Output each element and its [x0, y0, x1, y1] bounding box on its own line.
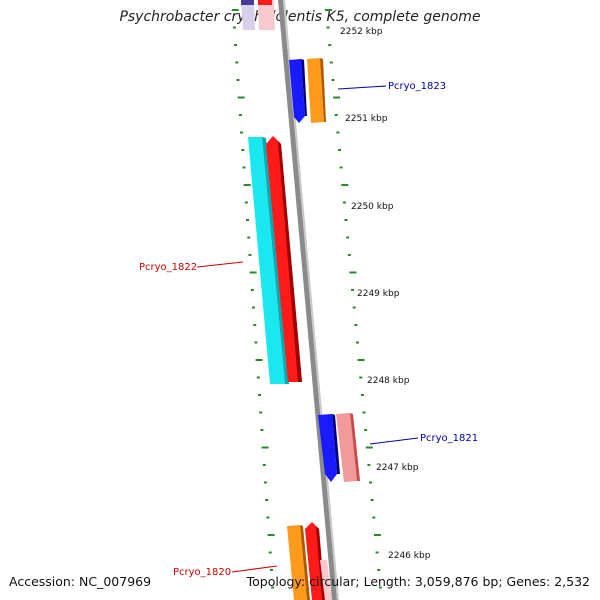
kbp-label: 2248 kbp — [367, 376, 410, 386]
feature-cyan-1822 — [248, 137, 289, 384]
feature-orange-1820 — [287, 525, 310, 600]
gene-label-1821: Pcryo_1821 — [420, 433, 478, 444]
leader-line-1821 — [369, 437, 419, 445]
feature-pink-1821 — [336, 413, 360, 482]
leader-line-1823 — [337, 85, 387, 90]
feature-red-1822 — [266, 136, 302, 382]
kbp-label: 2250 kbp — [351, 202, 394, 212]
leader-line-1820 — [231, 565, 278, 573]
kbp-label: 2251 kbp — [345, 114, 388, 124]
genome-summary: Topology: circular; Length: 3,059,876 bp… — [246, 574, 590, 589]
accession-text: Accession: NC_007969 — [9, 574, 152, 589]
map-title: Psychrobacter cryohalolentis K5, complet… — [119, 9, 481, 25]
feature-red-1820 — [305, 522, 332, 600]
kbp-label: 2249 kbp — [357, 289, 400, 299]
kbp-label: 2246 kbp — [388, 551, 431, 561]
feature-orange-1823 — [307, 58, 326, 123]
feature-blue-1823 — [289, 59, 307, 123]
leader-line-1822 — [196, 261, 244, 268]
gene-label-1820: Pcryo_1820 — [173, 567, 231, 578]
gene-label-1822: Pcryo_1822 — [139, 262, 197, 273]
feature-top-red — [258, 0, 275, 30]
kbp-label: 2247 kbp — [376, 463, 419, 473]
feature-blue-1821 — [318, 414, 340, 482]
tick-marks — [231, 9, 382, 589]
feature-top-navy — [241, 0, 255, 30]
gene-label-1823: Pcryo_1823 — [388, 81, 446, 92]
kbp-label: 2252 kbp — [340, 27, 383, 37]
